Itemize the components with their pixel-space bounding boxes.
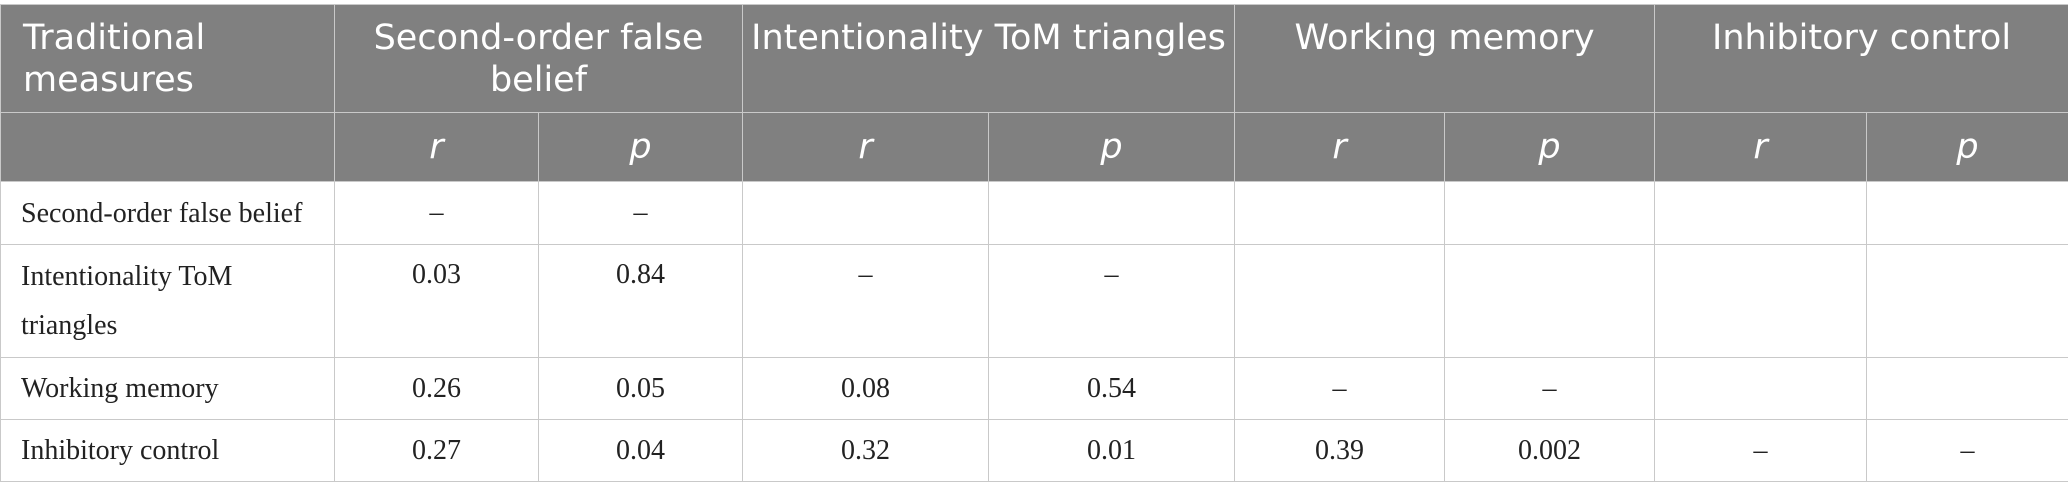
header-working-memory: Working memory [1234, 4, 1656, 113]
subheader-r: r [1654, 112, 1868, 182]
row-label: Inhibitory control [0, 419, 335, 482]
header-inhibitory-control: Inhibitory control [1654, 4, 2068, 113]
table-cell: 0.04 [537, 419, 744, 482]
table-row: Working memory 0.26 0.05 0.08 0.54 – – [0, 357, 2068, 420]
header-group-row: Traditional measures Second-order false … [0, 4, 2068, 113]
table-row: Intentionality ToM triangles 0.03 0.84 –… [0, 244, 2068, 358]
row-label: Intentionality ToM triangles [0, 244, 335, 358]
table-cell [1654, 244, 1868, 358]
table-cell: 0.002 [1444, 419, 1656, 482]
table-cell [1234, 181, 1446, 245]
row-label: Working memory [0, 357, 335, 420]
table-cell [1234, 244, 1446, 358]
table-cell [1444, 244, 1656, 358]
subheader-r: r [1234, 112, 1446, 182]
header-empty-cell [0, 112, 335, 182]
table-cell: – [742, 244, 990, 358]
table-row: Second-order false belief – – [0, 181, 2068, 245]
table-cell [742, 181, 990, 245]
header-traditional-measures: Traditional measures [0, 4, 335, 113]
table-cell: – [1866, 419, 2068, 482]
table-header: Traditional measures Second-order false … [0, 4, 2068, 182]
table-cell: 0.39 [1234, 419, 1446, 482]
table-cell: – [537, 181, 744, 245]
table-cell: 0.32 [742, 419, 990, 482]
table-cell: – [334, 181, 539, 245]
subheader-p: p [1866, 112, 2068, 182]
table-cell: – [1444, 357, 1656, 420]
table-cell: 0.26 [334, 357, 539, 420]
row-label: Second-order false belief [0, 181, 335, 245]
table-cell [1866, 357, 2068, 420]
subheader-r: r [334, 112, 539, 182]
table-cell: 0.84 [537, 244, 744, 358]
table-cell: – [1234, 357, 1446, 420]
table-cell: – [1654, 419, 1868, 482]
table-cell [1444, 181, 1656, 245]
subheader-p: p [988, 112, 1236, 182]
table-cell [1866, 244, 2068, 358]
table-row: Inhibitory control 0.27 0.04 0.32 0.01 0… [0, 419, 2068, 482]
subheader-r: r [742, 112, 990, 182]
subheader-p: p [1444, 112, 1656, 182]
subheader-p: p [537, 112, 744, 182]
table-cell: 0.05 [537, 357, 744, 420]
table-cell [1654, 181, 1868, 245]
correlation-table: Traditional measures Second-order false … [0, 4, 2068, 482]
table-cell: 0.54 [988, 357, 1236, 420]
table-body: Second-order false belief – – Intentiona… [0, 181, 2068, 482]
table-cell: 0.01 [988, 419, 1236, 482]
table-cell: – [988, 244, 1236, 358]
header-second-order-false-belief: Second-order false belief [333, 4, 744, 113]
table-cell: 0.27 [334, 419, 539, 482]
table-cell: 0.03 [334, 244, 539, 358]
header-sub-row: r p r p r p r p [0, 112, 2068, 182]
header-intentionality-tom-triangles: Intentionality ToM triangles [742, 4, 1236, 113]
table-cell [988, 181, 1236, 245]
table-cell [1654, 357, 1868, 420]
table-cell [1866, 181, 2068, 245]
table-cell: 0.08 [742, 357, 990, 420]
